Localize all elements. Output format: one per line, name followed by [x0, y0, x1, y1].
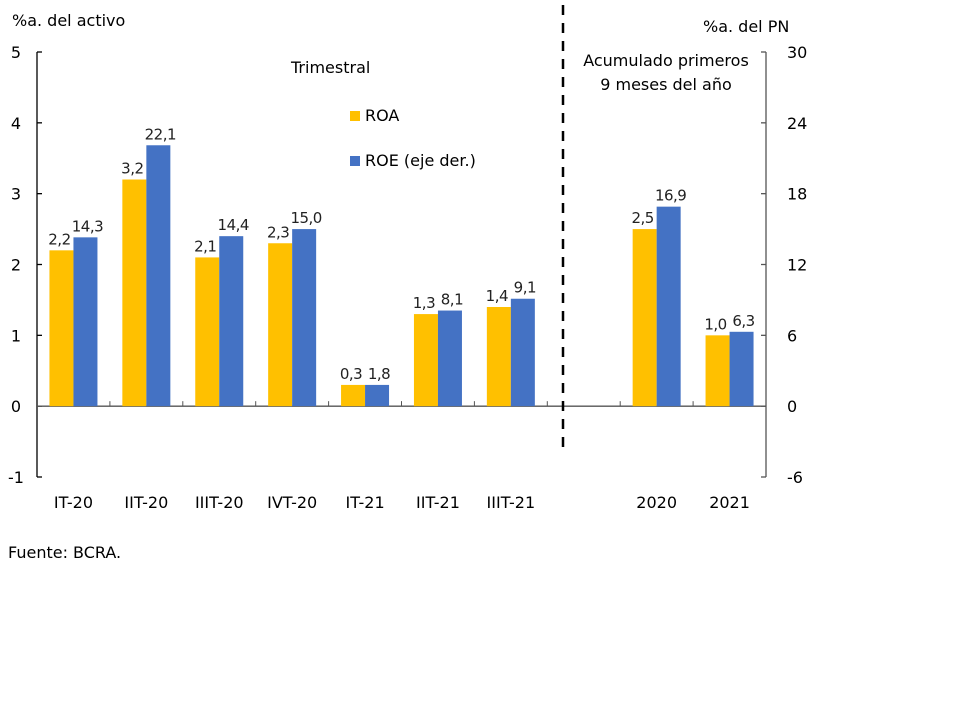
right-axis-title: %a. del PN: [703, 17, 789, 36]
legend-label-roa: ROA: [365, 106, 399, 125]
left-tick-label: 0: [11, 397, 21, 416]
x-tick-label: 2020: [636, 493, 677, 512]
left-tick-label: 4: [11, 114, 21, 133]
bar-roa: [195, 257, 220, 407]
right-tick-label: 30: [787, 43, 807, 62]
bar-roa: [49, 250, 74, 407]
source-note: Fuente: BCRA.: [8, 543, 122, 562]
data-label-roa: 2,5: [631, 209, 653, 227]
data-label-roa: 2,2: [48, 230, 70, 248]
data-label-roa: 3,2: [121, 160, 143, 178]
left-tick-label: 3: [11, 185, 21, 204]
data-label-roe: 15,0: [290, 209, 321, 227]
x-tick-label: 2021: [709, 493, 750, 512]
data-label-roe: 14,4: [218, 216, 249, 234]
x-tick-label: IIIT-20: [195, 493, 244, 512]
right-tick-label: 12: [787, 256, 807, 275]
x-tick-label: IIT-21: [416, 493, 460, 512]
data-label-roa: 2,1: [194, 237, 216, 255]
bar-roe: [73, 237, 98, 407]
bar-roa: [122, 179, 147, 407]
right-tick-label: 6: [787, 326, 797, 345]
section-label-cumulative-2: 9 meses del año: [600, 75, 732, 94]
data-label-roe: 14,3: [72, 217, 103, 235]
bar-roa: [413, 314, 438, 407]
data-label-roe: 9,1: [514, 279, 536, 297]
right-tick-label: -6: [787, 468, 803, 487]
data-label-roe: 1,8: [368, 365, 390, 383]
bar-roe: [219, 236, 244, 407]
left-tick-label: 1: [11, 326, 21, 345]
data-label-roa: 0,3: [340, 365, 362, 383]
data-label-roa: 1,4: [486, 287, 508, 305]
data-label-roe: 6,3: [732, 312, 754, 330]
bar-roe: [292, 229, 317, 407]
bar-roa: [705, 335, 730, 407]
x-tick-label: IIIT-21: [487, 493, 536, 512]
data-label-roa: 1,0: [704, 315, 726, 333]
left-tick-label: 2: [11, 256, 21, 275]
left-tick-label: 5: [11, 43, 21, 62]
bar-roe: [729, 331, 754, 407]
left-tick-label: -1: [8, 468, 24, 487]
data-label-roa: 2,3: [267, 223, 289, 241]
legend-swatch-roa: [350, 111, 360, 121]
section-label-cumulative-1: Acumulado primeros: [583, 51, 749, 70]
right-tick-label: 0: [787, 397, 797, 416]
right-tick-label: 18: [787, 185, 807, 204]
legend-swatch-roe: [350, 156, 360, 166]
data-label-roe: 8,1: [441, 291, 463, 309]
bar-roa: [486, 307, 511, 407]
x-tick-label: IVT-20: [267, 493, 317, 512]
bar-roe: [510, 298, 535, 407]
data-label-roa: 1,3: [413, 294, 435, 312]
bar-roa: [268, 243, 293, 407]
left-axis-title: %a. del activo: [12, 11, 125, 30]
x-tick-label: IT-20: [54, 493, 93, 512]
section-label-quarterly: Trimestral: [290, 58, 370, 77]
bar-roe: [437, 310, 462, 407]
bar-roe: [656, 206, 681, 407]
data-label-roe: 22,1: [145, 125, 176, 143]
bar-roe: [146, 145, 171, 407]
x-tick-label: IT-21: [345, 493, 384, 512]
right-tick-label: 24: [787, 114, 807, 133]
bar-roa: [341, 384, 366, 407]
bar-roa: [632, 229, 657, 407]
legend-label-roe: ROE (eje der.): [365, 151, 476, 170]
x-tick-label: IIT-20: [124, 493, 168, 512]
bar-roe: [365, 384, 390, 407]
data-label-roe: 16,9: [655, 187, 686, 205]
